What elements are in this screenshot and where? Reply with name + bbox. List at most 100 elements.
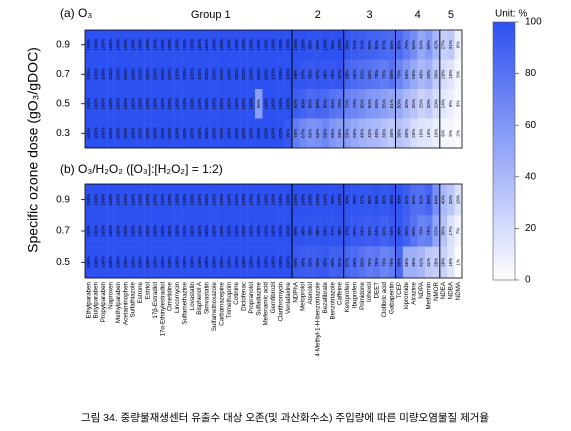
heat-cell	[306, 118, 315, 149]
cell-label: 100%	[249, 98, 254, 110]
cell-label: 100%	[175, 68, 180, 80]
heat-cell	[328, 215, 337, 247]
heat-cell	[255, 89, 263, 119]
heat-cell	[291, 59, 300, 90]
cell-label: 90%	[367, 40, 372, 49]
cell-label: 100%	[278, 194, 283, 206]
cell-label: 15%	[448, 258, 453, 267]
heat-cell	[425, 215, 433, 247]
cell-label: 100%	[145, 225, 150, 237]
heat-cell	[358, 215, 367, 247]
cell-label: 100%	[197, 194, 202, 206]
heat-cell	[395, 89, 404, 119]
cell-label: 88%	[315, 99, 320, 108]
cell-label: 100%	[115, 68, 120, 80]
heat-cell	[218, 59, 226, 90]
heat-cell	[136, 89, 145, 119]
cell-label: 100%	[197, 39, 202, 51]
cell-label: 69%	[322, 129, 327, 138]
heat-cell	[395, 246, 404, 279]
cell-label: 98%	[308, 226, 313, 235]
heat-cell	[218, 246, 226, 279]
y-axis-label: Specific ozone dose (gO₃/gDOC)	[25, 47, 41, 253]
heat-cell	[255, 30, 263, 60]
cell-label: 100%	[160, 68, 165, 80]
cell-label: 82%	[359, 70, 364, 79]
cell-label: 100%	[93, 39, 98, 51]
heat-cell	[92, 30, 100, 60]
cell-label: 7%	[456, 228, 461, 235]
cell-label: 100%	[160, 127, 165, 139]
heat-cell	[321, 59, 330, 90]
cell-label: 94%	[352, 40, 357, 49]
cell-label: 35%	[411, 99, 416, 108]
heat-cell	[107, 59, 115, 90]
plot-frame	[84, 29, 463, 149]
cell-label: 100%	[123, 225, 128, 237]
heat-cell	[277, 246, 285, 279]
cell-label: 9%	[448, 100, 453, 107]
heat-cell	[225, 118, 234, 149]
heat-cell	[417, 30, 426, 60]
cell-label: 100%	[108, 39, 113, 51]
cell-label: 100%	[226, 98, 231, 110]
heat-cell	[447, 118, 455, 149]
cell-label: 100%	[278, 127, 283, 139]
cell-label: 95%	[322, 258, 327, 267]
heat-cell	[232, 89, 241, 119]
cell-label: 74%	[426, 226, 431, 235]
cell-label: 67%	[300, 129, 305, 138]
cell-label: 85%	[352, 70, 357, 79]
cell-label: 60%	[330, 129, 335, 138]
heat-cell	[173, 246, 182, 279]
heat-cell	[240, 89, 248, 119]
x-tick-label: 17α-Ethinylestradiol	[159, 282, 166, 336]
heat-cell	[225, 30, 234, 60]
cell-label: 100%	[130, 98, 135, 110]
cell-label: 100%	[234, 39, 239, 51]
heat-cell	[373, 215, 381, 247]
cell-label: 40%	[404, 99, 409, 108]
cell-label: 98%	[396, 195, 401, 204]
cell-label: 100%	[226, 68, 231, 80]
cell-label: 15%	[419, 129, 424, 138]
cell-label: 100%	[337, 39, 342, 51]
cell-label: 100%	[263, 127, 268, 139]
cell-label: 75%	[367, 258, 372, 267]
heat-cell	[432, 246, 441, 279]
heat-cell	[255, 215, 263, 247]
cell-label: 100%	[241, 256, 246, 268]
heat-cell	[454, 184, 463, 216]
heat-cell	[195, 215, 204, 247]
heat-cell	[447, 246, 455, 279]
heat-cell	[121, 184, 130, 216]
heat-cell	[336, 30, 344, 60]
cell-label: 100%	[167, 225, 172, 237]
x-tick-label: Mefenamic acid	[263, 281, 270, 325]
heat-cell	[388, 246, 396, 279]
cell-label: 100%	[263, 68, 268, 80]
heat-cell	[291, 184, 300, 216]
heat-cell	[432, 184, 441, 216]
group-label: 5	[448, 9, 454, 21]
cell-label: 78%	[337, 99, 342, 108]
heat-cell	[358, 118, 367, 149]
cell-label: 70%	[352, 99, 357, 108]
heat-cell	[136, 30, 145, 60]
cell-label: 100%	[93, 225, 98, 237]
heat-cell	[114, 89, 123, 119]
heat-cell	[432, 118, 441, 149]
heat-cell	[158, 118, 167, 149]
cell-label: 100%	[138, 256, 143, 268]
heat-cell	[262, 246, 271, 279]
heat-cell	[314, 184, 322, 216]
heat-cell	[439, 215, 448, 247]
heat-cell	[321, 30, 330, 60]
cell-label: 72%	[345, 99, 350, 108]
heat-cell	[417, 59, 426, 90]
heat-cell	[291, 215, 300, 247]
cell-label: 97%	[315, 70, 320, 79]
cell-label: 100%	[197, 127, 202, 139]
x-tick-label: NDPA	[418, 281, 425, 299]
